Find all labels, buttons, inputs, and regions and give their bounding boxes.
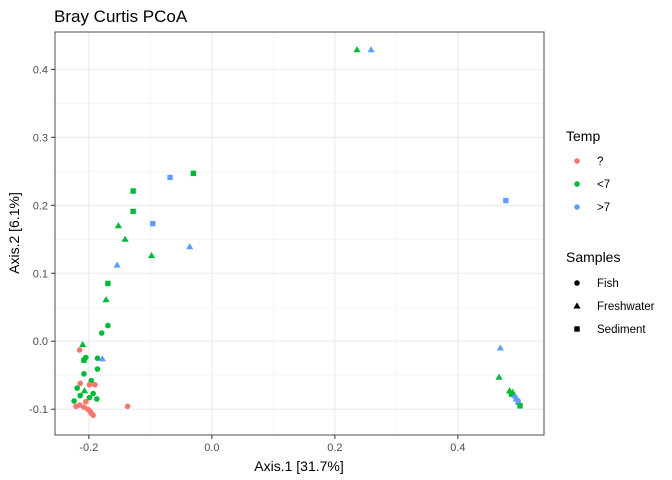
legend-label-temp: ?	[597, 156, 603, 168]
data-point	[98, 330, 105, 336]
x-axis-ticks: -0.2 0.0 0.2 0.4	[79, 435, 466, 454]
data-point	[82, 398, 89, 405]
data-point	[80, 387, 89, 394]
legend-label-temp: >7	[597, 202, 610, 214]
legend-title-samples: Samples	[566, 249, 620, 265]
legends: Temp? <7 >7 Samples Fish Freshwater Sediment	[566, 128, 655, 336]
y-tick-label: 0.3	[33, 132, 48, 144]
data-point	[92, 381, 98, 388]
data-point	[74, 385, 80, 391]
legend-key-samples	[574, 326, 580, 332]
data-point	[121, 235, 129, 242]
data-point	[517, 403, 523, 409]
y-tick-label: -0.1	[29, 404, 48, 416]
data-point	[94, 396, 100, 402]
legend-key-samples	[573, 302, 581, 309]
data-point	[81, 357, 87, 363]
data-point	[367, 46, 375, 53]
data-point	[186, 243, 194, 250]
data-point	[102, 296, 110, 303]
data-point	[77, 392, 84, 399]
data-point	[76, 347, 83, 353]
data-point	[124, 403, 131, 410]
y-tick-label: 0.4	[33, 64, 48, 76]
y-axis-ticks: -0.1 0.0 0.1 0.2 0.3 0.4	[29, 64, 55, 416]
plot-title: Bray Curtis PCoA	[54, 7, 188, 26]
data-point	[353, 46, 361, 53]
data-point	[90, 390, 96, 397]
y-tick-label: 0.0	[33, 336, 48, 348]
plot-panel	[54, 31, 545, 436]
data-point	[77, 380, 84, 387]
data-point	[147, 251, 156, 259]
data-point	[130, 208, 136, 215]
legend-key-temp	[574, 204, 580, 210]
data-point	[90, 412, 96, 419]
data-point	[150, 220, 156, 227]
data-point	[105, 322, 111, 329]
data-point	[94, 366, 101, 372]
y-axis-title: Axis.2 [6.1%]	[6, 192, 22, 274]
y-tick-label: 0.1	[33, 268, 48, 280]
data-point	[98, 355, 106, 362]
legend-key-samples	[574, 280, 580, 286]
data-point	[503, 197, 509, 204]
data-point	[81, 371, 87, 377]
legend-key-temp	[574, 158, 580, 164]
data-point	[71, 398, 77, 404]
legend-key-temp	[574, 181, 580, 187]
x-tick-label: -0.2	[79, 442, 98, 454]
plot-panel-border	[54, 31, 545, 436]
data-point	[190, 170, 197, 177]
data-point	[94, 355, 101, 362]
major-gridlines	[55, 32, 544, 435]
legend-label-samples: Freshwater	[597, 301, 655, 313]
data-point	[508, 391, 515, 397]
legend-label-samples: Fish	[597, 278, 619, 290]
data-point	[515, 399, 521, 406]
data-point	[130, 188, 136, 194]
data-point	[73, 403, 79, 410]
data-point	[86, 381, 93, 388]
y-tick-label: 0.2	[33, 200, 48, 212]
data-point	[86, 394, 93, 401]
legend-label-samples: Sediment	[597, 324, 646, 336]
minor-gridlines	[55, 32, 544, 435]
legend-title-temp: Temp	[566, 128, 600, 144]
data-point	[113, 261, 121, 268]
data-point	[114, 222, 122, 229]
x-tick-label: 0.0	[204, 442, 219, 454]
data-point	[79, 341, 87, 348]
x-axis-title: Axis.1 [31.7%]	[254, 458, 344, 474]
legend-label-temp: <7	[597, 179, 610, 191]
data-point	[496, 344, 504, 351]
x-tick-label: 0.2	[327, 442, 342, 454]
data-point	[167, 174, 173, 181]
data-points	[71, 46, 523, 419]
data-point	[495, 373, 503, 380]
x-tick-label: 0.4	[450, 442, 465, 454]
data-point	[105, 280, 111, 287]
